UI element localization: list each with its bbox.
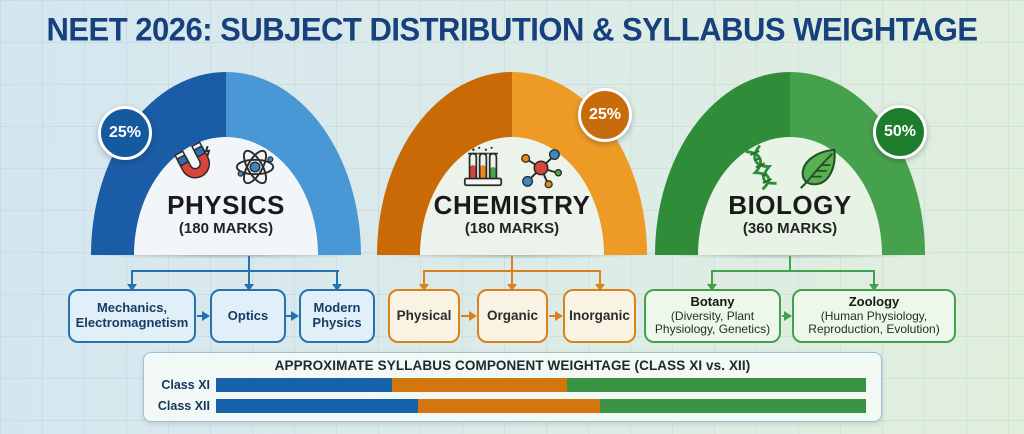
- topic-box-optics: Optics: [210, 289, 286, 343]
- topic-label: Mechanics, Electromagnetism: [75, 300, 189, 330]
- class-xi-label: Class XI: [161, 378, 210, 392]
- arrowhead: [291, 311, 299, 321]
- bar-segment-biology: [599, 399, 866, 413]
- connector-line: [789, 256, 791, 270]
- connector-line: [131, 270, 339, 272]
- biology-icons: [738, 144, 842, 191]
- arrowhead: [202, 311, 210, 321]
- physics-percent-badge: 25%: [98, 106, 152, 160]
- physics-icons: [174, 141, 278, 190]
- bar-segment-physics: [216, 399, 418, 413]
- connector-line: [461, 315, 469, 317]
- arrowhead: [469, 311, 477, 321]
- connector-line: [197, 315, 203, 317]
- chart-row-class-xii: Class XII: [144, 399, 881, 413]
- connector-line: [248, 272, 250, 284]
- topic-label: Physical: [396, 308, 452, 324]
- connector-line: [511, 272, 513, 284]
- arrowhead: [419, 284, 429, 291]
- arrowhead: [127, 284, 137, 291]
- topic-label: Organic: [486, 308, 538, 324]
- class-xii-label: Class XII: [157, 399, 210, 413]
- physics-marks: (180 MARKS): [178, 220, 274, 238]
- chemistry-marks: (180 MARKS): [464, 220, 560, 238]
- class-xi-bar: [216, 378, 866, 392]
- chart-row-class-xi: Class XI: [144, 378, 881, 392]
- arrowhead: [707, 284, 717, 291]
- biology-percent: 50%: [883, 123, 917, 140]
- chemistry-percent-badge: 25%: [578, 88, 632, 142]
- arrowhead: [555, 311, 563, 321]
- chemistry-title: CHEMISTRY: [433, 190, 591, 220]
- topic-box-physical: Physical: [388, 289, 460, 343]
- physics-percent: 25%: [108, 124, 142, 141]
- weightage-panel-title: APPROXIMATE SYLLABUS COMPONENT WEIGHTAGE…: [274, 358, 751, 373]
- connector-line: [336, 272, 338, 284]
- topic-box-inorganic: Inorganic: [563, 289, 636, 343]
- topic-box-botany: Botany (Diversity, Plant Physiology, Gen…: [644, 289, 781, 343]
- arrowhead: [244, 284, 254, 291]
- connector-line: [248, 256, 250, 270]
- dna-icon: [745, 144, 777, 191]
- topic-label: Optics: [227, 307, 269, 323]
- atom-icon: [235, 149, 275, 185]
- connector-line: [711, 270, 875, 272]
- connector-line: [873, 272, 875, 284]
- arrowhead: [784, 311, 792, 321]
- leaf-icon: [800, 148, 836, 189]
- topic-box-zoology: Zoology (Human Physiology, Reproduction,…: [792, 289, 956, 343]
- bar-segment-chemistry: [417, 399, 600, 413]
- physics-dome: PHYSICS (180 MARKS): [134, 137, 318, 255]
- connector-line: [423, 272, 425, 284]
- biology-title: BIOLOGY: [728, 190, 852, 220]
- bar-segment-physics: [216, 378, 392, 392]
- biology-percent-badge: 50%: [873, 105, 927, 159]
- chemistry-icons: [460, 144, 564, 190]
- physics-title: PHYSICS: [167, 190, 285, 220]
- topic-label: Inorganic: [569, 308, 630, 324]
- topic-detail: (Diversity, Plant Physiology, Genetics): [654, 308, 771, 337]
- arrowhead: [507, 284, 517, 291]
- test-tubes-icon: [463, 146, 503, 187]
- connector-line: [549, 315, 555, 317]
- arrowhead: [332, 284, 342, 291]
- connector-line: [285, 315, 291, 317]
- biology-dome: BIOLOGY (360 MARKS): [698, 137, 882, 255]
- weightage-panel: APPROXIMATE SYLLABUS COMPONENT WEIGHTAGE…: [143, 352, 882, 422]
- topic-title: Botany: [690, 293, 735, 309]
- connector-line: [511, 256, 513, 270]
- connector-line: [782, 315, 785, 317]
- bar-segment-biology: [567, 378, 866, 392]
- bar-segment-chemistry: [391, 378, 567, 392]
- topic-box-modern-physics: Modern Physics: [299, 289, 375, 343]
- connector-line: [131, 272, 133, 284]
- biology-marks: (360 MARKS): [742, 220, 838, 238]
- chemistry-percent: 25%: [588, 106, 622, 123]
- arrowhead: [595, 284, 605, 291]
- connector-line: [711, 272, 713, 284]
- molecule-icon: [521, 149, 562, 189]
- class-xii-bar: [216, 399, 866, 413]
- connector-line: [599, 272, 601, 284]
- arrowhead: [869, 284, 879, 291]
- connector-line: [423, 270, 601, 272]
- topic-box-organic: Organic: [477, 289, 548, 343]
- topic-box-mechanics: Mechanics, Electromagnetism: [68, 289, 196, 343]
- page-title: NEET 2026: SUBJECT DISTRIBUTION & SYLLAB…: [46, 10, 978, 49]
- topic-title: Zoology: [848, 293, 900, 309]
- topic-detail: (Human Physiology, Reproduction, Evoluti…: [808, 308, 940, 337]
- topic-label: Modern Physics: [312, 300, 362, 330]
- magnet-icon: [174, 141, 211, 179]
